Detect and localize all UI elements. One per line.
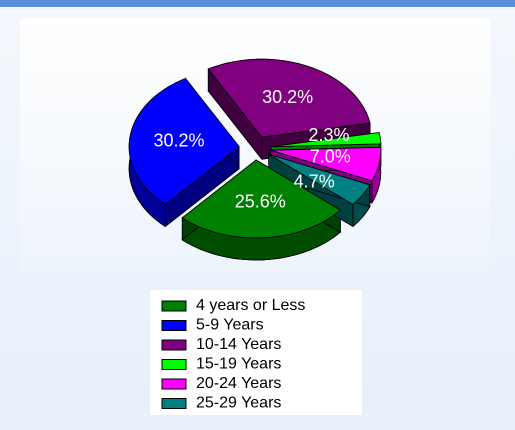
legend-label: 25-29 Years	[196, 395, 281, 412]
value-label: 2.3%	[309, 125, 350, 145]
value-label: 30.2%	[262, 87, 313, 107]
legend-label: 5-9 Years	[196, 317, 264, 334]
slice	[207, 58, 371, 138]
slice	[270, 132, 382, 148]
pie	[128, 58, 382, 261]
value-label: 4.7%	[294, 171, 335, 191]
value-label: 7.0%	[310, 147, 351, 167]
slice	[270, 146, 382, 182]
legend-swatch	[161, 398, 187, 409]
slice	[268, 153, 371, 205]
legend-label: 20-24 Years	[196, 375, 281, 392]
legend-swatch	[161, 339, 187, 351]
legend-label: 10-14 Years	[196, 336, 281, 353]
value-label: 30.2%	[153, 131, 204, 151]
legend-swatch	[161, 359, 187, 370]
title-bar	[0, 0, 515, 7]
slice	[181, 159, 342, 239]
legend-label: 4 years or Less	[196, 297, 305, 314]
slice	[128, 78, 240, 205]
legend-label: 15-19 Years	[196, 356, 281, 373]
legend-swatch	[161, 300, 187, 312]
legend-swatch	[161, 378, 187, 390]
legend-swatch	[161, 320, 187, 331]
value-label: 25.6%	[235, 192, 286, 212]
